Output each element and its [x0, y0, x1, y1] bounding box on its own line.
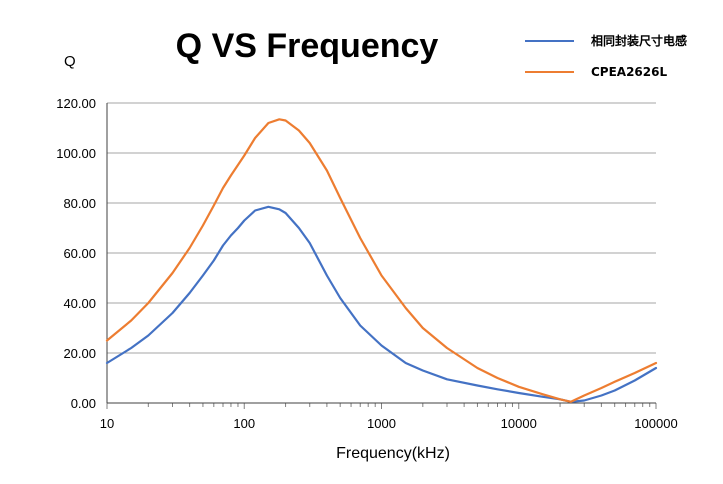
- axes: [106, 103, 656, 404]
- y-tick-labels: 0.00 20.00 40.00 60.00 80.00 100.00 120.00: [56, 96, 96, 411]
- series-lines: [105, 118, 658, 403]
- y-tick-label: 120.00: [56, 96, 96, 111]
- x-tick-labels: 10 100 1000 10000 100000: [100, 416, 678, 431]
- y-axis-label: Q: [64, 53, 76, 70]
- y-tick-label: 40.00: [63, 296, 96, 311]
- legend-label-series-1: 相同封装尺寸电感: [591, 33, 687, 48]
- x-tick-label: 100: [233, 416, 255, 431]
- x-axis-title: Frequency(kHz): [336, 445, 450, 462]
- minor-ticks: [106, 403, 657, 409]
- legend: 相同封装尺寸电感 CPEA2626L: [525, 33, 687, 79]
- y-tick-label: 80.00: [63, 196, 96, 211]
- x-tick-label: 1000: [367, 416, 396, 431]
- y-tick-label: 100.00: [56, 146, 96, 161]
- y-tick-label: 20.00: [63, 346, 96, 361]
- y-tick-label: 60.00: [63, 246, 96, 261]
- gridlines: [107, 102, 656, 354]
- x-tick-label: 100000: [634, 416, 677, 431]
- chart-title: Q VS Frequency: [176, 27, 439, 65]
- x-tick-label: 10000: [501, 416, 537, 431]
- legend-label-series-2: CPEA2626L: [591, 65, 667, 79]
- x-tick-label: 10: [100, 416, 114, 431]
- y-tick-label: 0.00: [71, 396, 96, 411]
- series-line-2: [105, 118, 658, 403]
